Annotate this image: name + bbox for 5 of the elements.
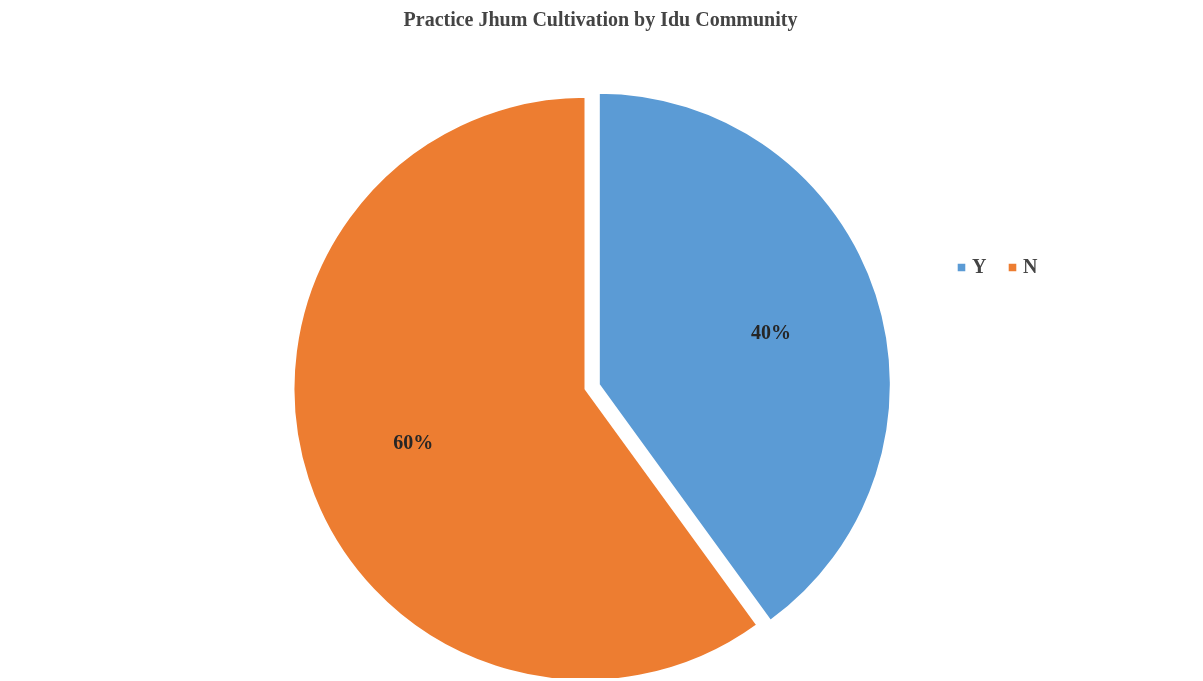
data-label: 40% — [750, 320, 791, 343]
chart-title: Practice Jhum Cultivation by Idu Community — [403, 7, 798, 31]
legend-label: Y — [972, 255, 988, 278]
data-label: 60% — [393, 430, 434, 453]
legend-label: N — [1023, 255, 1039, 278]
